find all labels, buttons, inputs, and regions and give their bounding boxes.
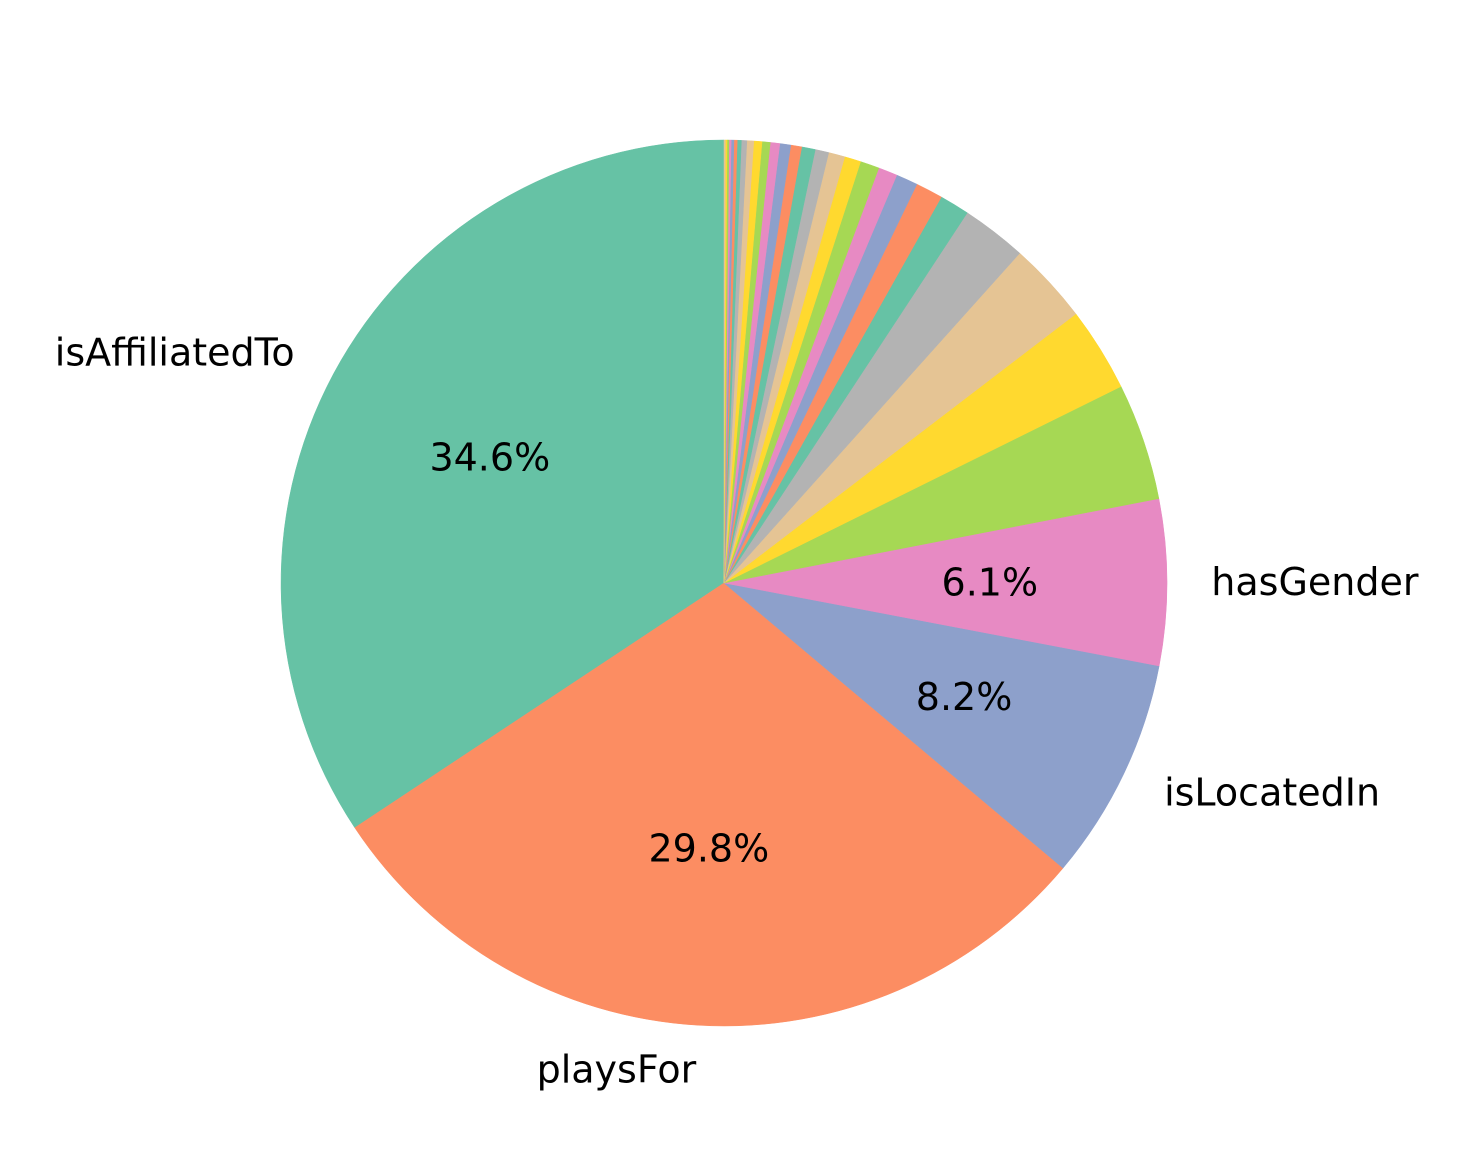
pie-slice-playsFor: [354, 582, 1064, 1027]
pie-slice-hasGender: [723, 498, 1168, 667]
slice-category-label: isAffiliatedTo: [55, 330, 295, 374]
pie-labels: 34.6% isAffiliatedTo 29.8% playsFor 8.2% isLo…: [55, 330, 1419, 1091]
slice-percent-label: 6.1%: [942, 561, 1039, 605]
slice-category-label: hasGender: [1211, 560, 1419, 604]
slice-percent-label: 8.2%: [916, 675, 1013, 719]
slice-percent-label: 34.6%: [429, 435, 550, 479]
pie-slices: [280, 139, 1168, 1027]
slice-category-label: isLocatedIn: [1164, 770, 1380, 814]
slice-percent-label: 29.8%: [648, 826, 769, 870]
pie-slice-isLocatedIn: [723, 582, 1160, 869]
pie-slice-30: [723, 139, 726, 584]
slice-category-label: playsFor: [537, 1048, 697, 1092]
pie-slice-isAffiliatedTo: [280, 139, 725, 829]
